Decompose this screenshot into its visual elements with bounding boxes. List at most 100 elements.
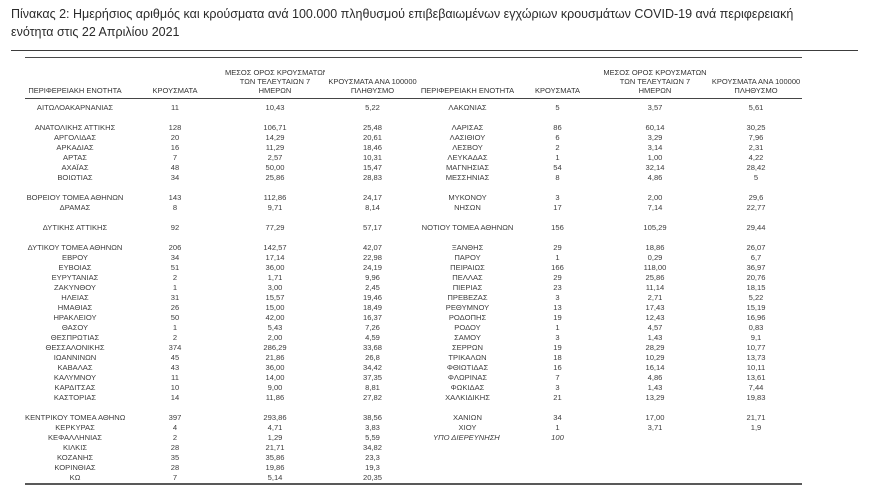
per100k-cell: 19,46: [362, 292, 382, 302]
avg7-cell: 3,71: [647, 422, 663, 432]
cases-cell: 3: [555, 382, 560, 392]
header-label: ΜΕΣΟΣ ΟΡΟΣ ΚΡΟΥΣΜΑΤΩΝ: [225, 68, 325, 77]
region-cell: ΚΟΖΑΝΗΣ: [56, 452, 94, 462]
per100k-cell: 21,71: [746, 412, 766, 422]
per100k-cell: 0,83: [748, 322, 764, 332]
col-header-per100k-left: ΚΡΟΥΣΜΑΤΑ ΑΝΑ 100000 ΠΛΗΘΥΣΜΟ: [325, 58, 420, 99]
cases-cell: [515, 473, 600, 484]
cases-cell: 3: [555, 292, 560, 302]
cases-cell: 92: [170, 222, 180, 232]
per100k-cell: 25,48: [362, 122, 382, 132]
avg7-cell: 286,29: [263, 342, 287, 352]
region-cell: ΚΕΝΤΡΙΚΟΥ ΤΟΜΕΑ ΑΘΗΝΩΝ: [25, 412, 125, 422]
spacer-row: [25, 113, 802, 123]
region-cell: ΤΡΙΚΑΛΩΝ: [448, 352, 487, 362]
per100k-cell: 30,25: [746, 122, 766, 132]
col-header-region-left: ΠΕΡΙΦΕΡΕΙΑΚΗ ΕΝΟΤΗΤΑ: [25, 58, 125, 99]
table-row: ΚΑΒΑΛΑΣ 43 36,00 34,42 ΦΘΙΩΤΙΔΑΣ 16 16,14 10,11: [25, 363, 802, 373]
per100k-cell: 28,42: [746, 162, 766, 172]
per100k-cell: 20,61: [362, 132, 382, 142]
avg7-cell: 10,43: [265, 102, 285, 112]
per100k-cell: 13,73: [746, 352, 766, 362]
avg7-cell: 32,14: [645, 162, 665, 172]
per100k-cell: 2,45: [365, 282, 380, 292]
header-label: ΚΡΟΥΣΜΑΤΑ: [535, 86, 580, 95]
avg7-cell: 1,71: [267, 272, 283, 282]
region-cell: ΚΕΦΑΛΛΗΝΙΑΣ: [47, 432, 103, 442]
cases-cell: 16: [553, 362, 562, 372]
header-label: ΗΜΕΡΩΝ: [638, 86, 672, 95]
cases-cell: 128: [168, 122, 182, 132]
spacer-row: [25, 403, 802, 413]
region-cell: ΦΘΙΩΤΙΔΑΣ: [446, 362, 489, 372]
cases-cell: 3: [555, 332, 560, 342]
avg7-cell: 77,29: [265, 222, 285, 232]
avg7-cell: 11,14: [645, 282, 665, 292]
table-row: ΔΡΑΜΑΣ 8 9,71 8,14 ΝΗΣΩΝ 17 7,14 22,77: [25, 203, 802, 213]
avg7-cell: 36,00: [265, 362, 285, 372]
per100k-cell: 36,97: [746, 262, 766, 272]
region-cell: ΧΙΟΥ: [458, 422, 477, 432]
header-label: ΜΕΣΟΣ ΟΡΟΣ ΚΡΟΥΣΜΑΤΩΝ: [603, 68, 707, 77]
region-cell: ΛΕΥΚΑΔΑΣ: [447, 152, 488, 162]
region-cell: ΧΑΛΚΙΔΙΚΗΣ: [445, 392, 490, 402]
avg7-cell: 3,00: [267, 282, 283, 292]
region-cell: ΜΥΚΟΝΟΥ: [448, 192, 487, 202]
table-row: ΑΝΑΤΟΛΙΚΗΣ ΑΤΤΙΚΗΣ 128 106,71 25,48 ΛΑΡΙΣΑΣ 8…: [25, 123, 802, 133]
avg7-cell: 36,00: [265, 262, 285, 272]
avg7-cell: 4,71: [267, 422, 283, 432]
per100k-cell: 34,42: [362, 362, 382, 372]
table-row: ΗΜΑΘΙΑΣ 26 15,00 18,49 ΡΕΘΥΜΝΟΥ 13 17,43 15,19: [25, 303, 802, 313]
avg7-cell: 1,29: [267, 432, 283, 442]
cases-cell: 18: [553, 352, 562, 362]
avg7-cell: 13,29: [645, 392, 665, 402]
cases-cell: 31: [170, 292, 180, 302]
cases-cell: 19: [553, 312, 562, 322]
per100k-cell: 37,35: [362, 372, 382, 382]
per100k-cell: 23,3: [365, 452, 380, 462]
cases-cell: 2: [172, 332, 178, 342]
per100k-cell: 26,8: [365, 352, 380, 362]
cases-cell: 2: [172, 432, 178, 442]
per100k-cell: 18,49: [362, 302, 382, 312]
region-cell: ΚΩ: [69, 472, 81, 482]
per100k-cell: [710, 463, 802, 473]
region-cell: ΗΡΑΚΛΕΙΟΥ: [53, 312, 97, 322]
table-row: ΚΕΝΤΡΙΚΟΥ ΤΟΜΕΑ ΑΘΗΝΩΝ 397 293,86 38,56 ΧΑΝΙ…: [25, 413, 802, 423]
region-cell: ΠΕΙΡΑΙΩΣ: [450, 262, 485, 272]
avg7-cell: 14,29: [265, 132, 285, 142]
per100k-cell: [710, 453, 802, 463]
per100k-cell: 20,35: [362, 472, 382, 482]
cases-cell: 397: [168, 412, 182, 422]
cases-cell: 11: [171, 102, 179, 112]
per100k-cell: 18,15: [746, 282, 766, 292]
table-row: ΗΛΕΙΑΣ 31 15,57 19,46 ΠΡΕΒΕΖΑΣ 3 2,71 5,22: [25, 293, 802, 303]
avg7-cell: 21,71: [265, 442, 285, 452]
avg7-cell: 10,29: [645, 352, 665, 362]
avg7-cell: 3,14: [647, 142, 663, 152]
table-row: ΚΟΡΙΝΘΙΑΣ 28 19,86 19,3: [25, 463, 802, 473]
table-row: ΚΩ 7 5,14 20,35: [25, 473, 802, 484]
region-cell: ΜΕΣΣΗΝΙΑΣ: [445, 172, 490, 182]
cases-cell: 11: [171, 372, 179, 382]
caption-line-1: Πίνακας 2: Ημερήσιος αριθμός και κρούσμα…: [11, 7, 794, 21]
cases-cell: 2: [555, 142, 560, 152]
avg7-cell: 142,57: [263, 242, 287, 252]
per100k-cell: 24,17: [362, 192, 382, 202]
avg7-cell: 28,29: [645, 342, 665, 352]
covid-regional-table: ΠΕΡΙΦΕΡΕΙΑΚΗ ΕΝΟΤΗΤΑ ΚΡΟΥΣΜΑΤΑ ΜΕΣΟΣ ΟΡΟ…: [25, 57, 802, 485]
cases-cell: 29: [553, 242, 562, 252]
per100k-cell: 4,59: [365, 332, 380, 342]
avg7-cell: 35,86: [265, 452, 285, 462]
region-cell: ΡΟΔΟΥ: [454, 322, 481, 332]
per100k-cell: 15,19: [746, 302, 766, 312]
cases-cell: [515, 443, 600, 453]
cases-cell: 50: [170, 312, 180, 322]
table-row: ΚΕΦΑΛΛΗΝΙΑΣ 2 1,29 5,59 ΥΠΟ ΔΙΕΡΕΥΝΗΣΗ 100: [25, 433, 802, 443]
region-cell: ΝΟΤΙΟΥ ΤΟΜΕΑ ΑΘΗΝΩΝ: [421, 222, 514, 232]
table-row: ΚΕΡΚΥΡΑΣ 4 4,71 3,83 ΧΙΟΥ 1 3,71 1,9: [25, 423, 802, 433]
header-label: ΠΕΡΙΦΕΡΕΙΑΚΗ ΕΝΟΤΗΤΑ: [420, 86, 515, 95]
col-header-avg7-right: ΜΕΣΟΣ ΟΡΟΣ ΚΡΟΥΣΜΑΤΩΝ ΤΩΝ ΤΕΛΕΥΤΑΙΩΝ 7 Η…: [600, 58, 710, 99]
per100k-cell: 10,11: [746, 362, 766, 372]
per100k-cell: 5: [753, 172, 759, 182]
